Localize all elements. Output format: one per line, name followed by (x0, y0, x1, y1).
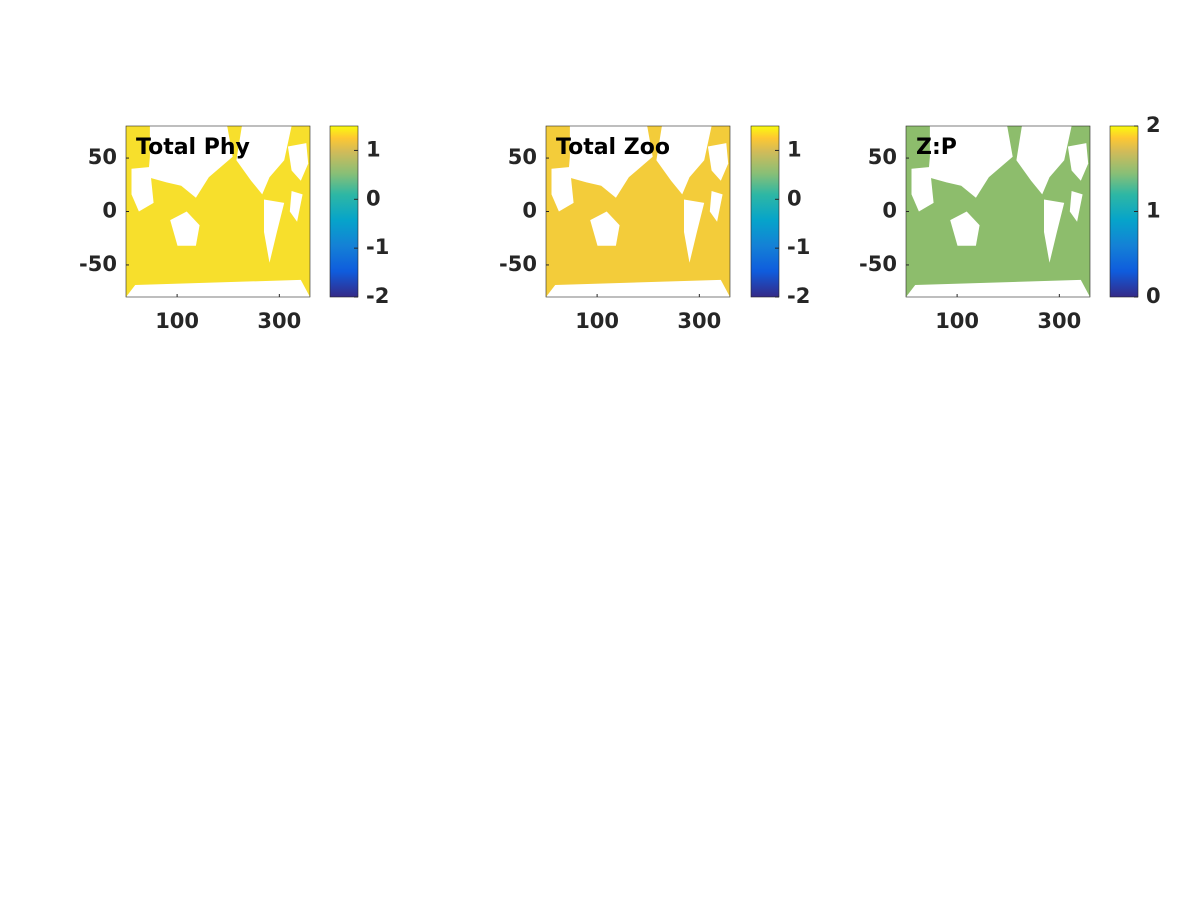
colorbar-tick-label: 1 (366, 137, 381, 161)
y-tick-label: 0 (882, 199, 897, 223)
colorbar-tick-label: 1 (787, 137, 802, 161)
panel-title: Total Zoo (556, 135, 670, 160)
y-tick-label: -50 (859, 252, 897, 276)
land (1016, 126, 1072, 195)
land (287, 143, 309, 181)
colorbar (329, 125, 359, 298)
land (928, 126, 1013, 198)
land (131, 167, 154, 212)
land (684, 199, 705, 263)
colorbar-tick-label: 0 (1146, 284, 1161, 308)
y-tick-label: -50 (499, 252, 537, 276)
land (551, 167, 574, 212)
x-tick-label: 300 (257, 309, 301, 333)
y-tick-label: 0 (102, 199, 117, 223)
x-tick-label: 100 (575, 309, 619, 333)
land (1069, 191, 1083, 222)
colorbar-tick-label: 2 (1146, 113, 1161, 137)
x-tick-label: 100 (155, 309, 199, 333)
colorbar-tick-label: 0 (366, 186, 381, 210)
colorbar (1109, 125, 1139, 298)
colorbar-tick-label: -2 (366, 284, 389, 308)
y-tick-label: -50 (79, 252, 117, 276)
y-tick-label: 50 (508, 145, 537, 169)
land (707, 143, 729, 181)
land (170, 211, 200, 246)
land (148, 126, 233, 198)
land (1067, 143, 1089, 181)
land (906, 279, 1090, 297)
colorbar-tick-label: -1 (366, 235, 389, 259)
colorbar (750, 125, 780, 298)
land (289, 191, 303, 222)
map-panel: 100 300 -50 0 50 Total Zoo -2 -1 0 1 (499, 125, 810, 333)
map-panel: 100 300 -50 0 50 Z:P 0 1 2 (859, 113, 1161, 333)
colorbar-tick-label: -1 (787, 235, 810, 259)
panel-title: Total Phy (136, 135, 250, 160)
land (590, 211, 620, 246)
land (546, 279, 730, 297)
y-tick-label: 50 (88, 145, 117, 169)
colorbar-tick-label: -2 (787, 284, 810, 308)
y-tick-label: 0 (522, 199, 537, 223)
land (709, 191, 723, 222)
land (1044, 199, 1065, 263)
land (236, 126, 292, 195)
y-tick-label: 50 (868, 145, 897, 169)
map-panel: 100 300 -50 0 50 Total Phy -2 -1 0 1 (79, 125, 389, 333)
panel-title: Z:P (916, 135, 957, 160)
colorbar-tick-label: 1 (1146, 199, 1161, 223)
land (126, 279, 310, 297)
land (950, 211, 980, 246)
x-tick-label: 300 (677, 309, 721, 333)
x-tick-label: 300 (1037, 309, 1081, 333)
x-tick-label: 100 (935, 309, 979, 333)
colorbar-tick-label: 0 (787, 186, 802, 210)
land (656, 126, 712, 195)
land (568, 126, 653, 198)
land (911, 167, 934, 212)
land (264, 199, 285, 263)
